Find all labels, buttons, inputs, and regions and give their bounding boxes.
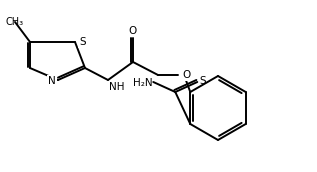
Text: NH: NH [109, 82, 125, 92]
Text: N: N [48, 76, 56, 86]
Text: O: O [182, 70, 190, 80]
Text: S: S [199, 76, 206, 86]
Text: CH₃: CH₃ [6, 17, 24, 27]
Text: S: S [79, 37, 86, 47]
Text: H₂N: H₂N [133, 78, 152, 88]
Text: O: O [129, 26, 137, 36]
